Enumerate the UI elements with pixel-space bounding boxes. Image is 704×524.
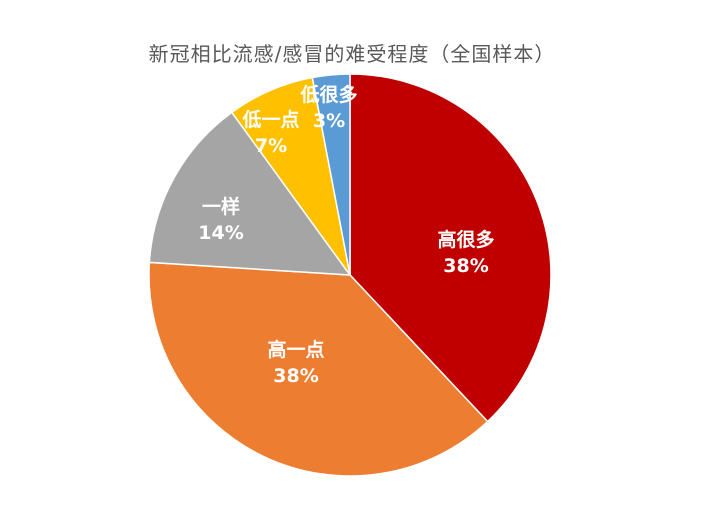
slice-value-label: 14% — [198, 222, 243, 244]
pie-slice-gao-yi-dian — [148, 261, 489, 477]
slice-category-label: 一样 — [202, 195, 240, 218]
slice-category-label: 低一点 — [241, 108, 299, 131]
pie-slice-di-hen-duo — [311, 73, 351, 276]
slice-value-label: 38% — [443, 255, 488, 277]
slice-category-label: 高一点 — [267, 338, 324, 361]
pie-slice-yi-yang — [148, 111, 352, 276]
slice-category-label: 高很多 — [437, 228, 494, 251]
slice-value-label: 3% — [313, 110, 345, 132]
slice-category-label: 低很多 — [299, 83, 357, 106]
chart-title: 新冠相比流感/感冒的难受程度（全国样本） — [148, 42, 556, 66]
slice-value-label: 7% — [255, 135, 287, 157]
slice-value-label: 38% — [273, 365, 318, 387]
pie-slice-gao-hen-duo — [349, 73, 552, 423]
